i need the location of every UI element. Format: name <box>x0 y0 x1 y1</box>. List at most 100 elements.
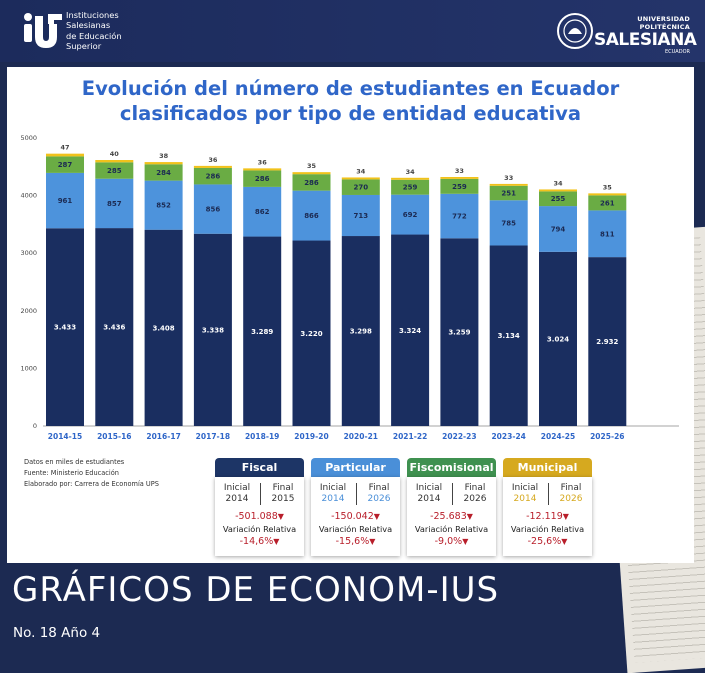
data-label: 259 <box>403 184 418 192</box>
final-year: 2026 <box>463 494 487 504</box>
data-label: 261 <box>600 199 615 207</box>
down-arrow-icon: ▼ <box>466 512 473 521</box>
data-label: 866 <box>304 212 319 220</box>
data-label: 3.324 <box>399 327 421 335</box>
bar-segment-municipal <box>341 177 380 180</box>
bar-segment-particular <box>341 194 380 237</box>
institution-line: Instituciones <box>66 10 119 20</box>
bar-segment-municipal <box>144 162 183 165</box>
bar-segment-particular <box>193 184 232 234</box>
x-tick-label: 2017-18 <box>196 432 230 441</box>
bar-segment-municipal <box>243 168 282 171</box>
data-label: 852 <box>156 202 171 210</box>
final-col: Final 2026 <box>356 483 401 505</box>
data-label: 794 <box>551 225 566 233</box>
data-label: 36 <box>208 156 218 164</box>
relative-change-label: Variación Relativa <box>510 524 585 534</box>
data-label: 33 <box>455 167 464 175</box>
ups-seal-icon <box>557 13 593 49</box>
bar-segment-fiscal <box>144 229 183 426</box>
data-label: 961 <box>58 197 73 205</box>
chart-title-line: clasificados por tipo de entidad educati… <box>119 102 582 125</box>
bar-segment-particular <box>489 200 528 246</box>
final-label: Final <box>560 483 582 493</box>
bar-segment-fiscomisional <box>391 179 430 195</box>
data-label: 713 <box>353 212 368 220</box>
box-header: Fiscal <box>215 458 304 477</box>
down-arrow-icon: ▼ <box>369 537 376 546</box>
data-label: 287 <box>58 161 73 169</box>
x-tick-label: 2022-23 <box>442 432 476 441</box>
x-tick-label: 2024-25 <box>541 432 575 441</box>
institution-line: Salesianas <box>66 20 111 31</box>
summary-box-fiscomisional: Fiscomisional Inicial 2014 Final 2026 -25.… <box>407 458 496 556</box>
bar-segment-fiscal <box>341 236 380 426</box>
x-tick-label: 2015-16 <box>97 432 131 441</box>
box-body: Inicial 2014 Final 2015 -501.088▼ Variació… <box>215 477 304 556</box>
initial-label: Inicial <box>415 483 443 493</box>
data-label: 259 <box>452 183 467 191</box>
absolute-change: -25.683▼ <box>407 511 496 522</box>
bar-segment-fiscomisional <box>95 162 134 179</box>
y-tick-label: 4000 <box>20 192 37 200</box>
ies-logo-icon <box>24 13 62 48</box>
bar-segment-municipal <box>391 177 430 180</box>
bar-segment-fiscal <box>539 251 577 426</box>
note-author: Elaborado por: Carrera de Economía UPS <box>24 480 159 488</box>
bar-segment-particular <box>95 178 134 229</box>
data-label: 40 <box>110 150 120 158</box>
data-label: 34 <box>406 168 416 176</box>
x-tick-label: 2025-26 <box>590 432 624 441</box>
data-label: 34 <box>356 167 366 175</box>
bar-segment-fiscomisional <box>440 178 479 194</box>
institution-name: Instituciones Salesianas de Educación Su… <box>66 10 186 51</box>
bar-segment-fiscomisional <box>243 170 282 187</box>
data-label: 286 <box>255 175 270 183</box>
down-arrow-icon: ▼ <box>462 537 469 546</box>
data-label: 270 <box>353 184 368 192</box>
x-tick-label: 2021-22 <box>393 432 427 441</box>
university-top: UNIVERSIDAD POLITÉCNICA <box>637 15 690 31</box>
publication-title: GRÁFICOS DE ECONOM-IUS <box>12 570 500 610</box>
relative-change-value: -15,6% <box>335 536 370 547</box>
initial-col: Inicial 2014 <box>407 483 451 505</box>
data-label: 255 <box>551 195 566 203</box>
bar-segment-fiscomisional <box>341 179 380 195</box>
final-label: Final <box>368 483 390 493</box>
bar-segment-particular <box>243 186 282 237</box>
bar-segment-fiscal <box>193 233 232 426</box>
bar-segment-particular <box>46 172 84 229</box>
bar-segment-municipal <box>539 189 577 192</box>
data-label: 3.289 <box>251 328 273 336</box>
data-label: 3.298 <box>350 328 372 336</box>
relative-change-value: -25,6% <box>527 536 562 547</box>
data-label: 34 <box>553 179 563 187</box>
stacked-bar-chart: 0 1000 2000 3000 4000 5000 3.433 961 287 47 2014-1… <box>20 134 679 441</box>
bar-segment-particular <box>539 206 577 252</box>
data-label: 3.024 <box>547 335 569 343</box>
bar-segment-municipal <box>292 172 331 175</box>
relative-change: -15,6%▼ <box>311 536 400 547</box>
bar-segment-particular <box>588 210 627 258</box>
data-label: 36 <box>258 158 268 166</box>
relative-change-label: Variación Relativa <box>318 524 393 534</box>
publication-issue: No. 18 Año 4 <box>13 625 101 641</box>
data-label: 35 <box>603 183 613 191</box>
x-tick-label: 2020-21 <box>344 432 378 441</box>
summary-box-municipal: Municipal Inicial 2014 Final 2026 -12.119▼… <box>503 458 592 556</box>
data-label: 862 <box>255 208 270 216</box>
x-tick-label: 2014-15 <box>48 432 82 441</box>
down-arrow-icon: ▼ <box>277 512 284 521</box>
data-label: 811 <box>600 230 615 238</box>
bar-segment-fiscomisional <box>539 191 577 207</box>
relative-change: -25,6%▼ <box>503 536 592 547</box>
absolute-change-value: -12.119 <box>526 511 563 522</box>
bar-segment-municipal <box>193 165 232 168</box>
university-main: SALESIANA <box>594 30 697 50</box>
chart-title: Evolución del número de estudiantes en E… <box>7 76 694 126</box>
bar-segment-fiscal <box>391 234 430 426</box>
bar-segment-particular <box>144 180 183 230</box>
data-label: 286 <box>304 179 319 187</box>
data-label: 785 <box>501 219 516 227</box>
bar-segment-fiscal <box>95 228 134 426</box>
